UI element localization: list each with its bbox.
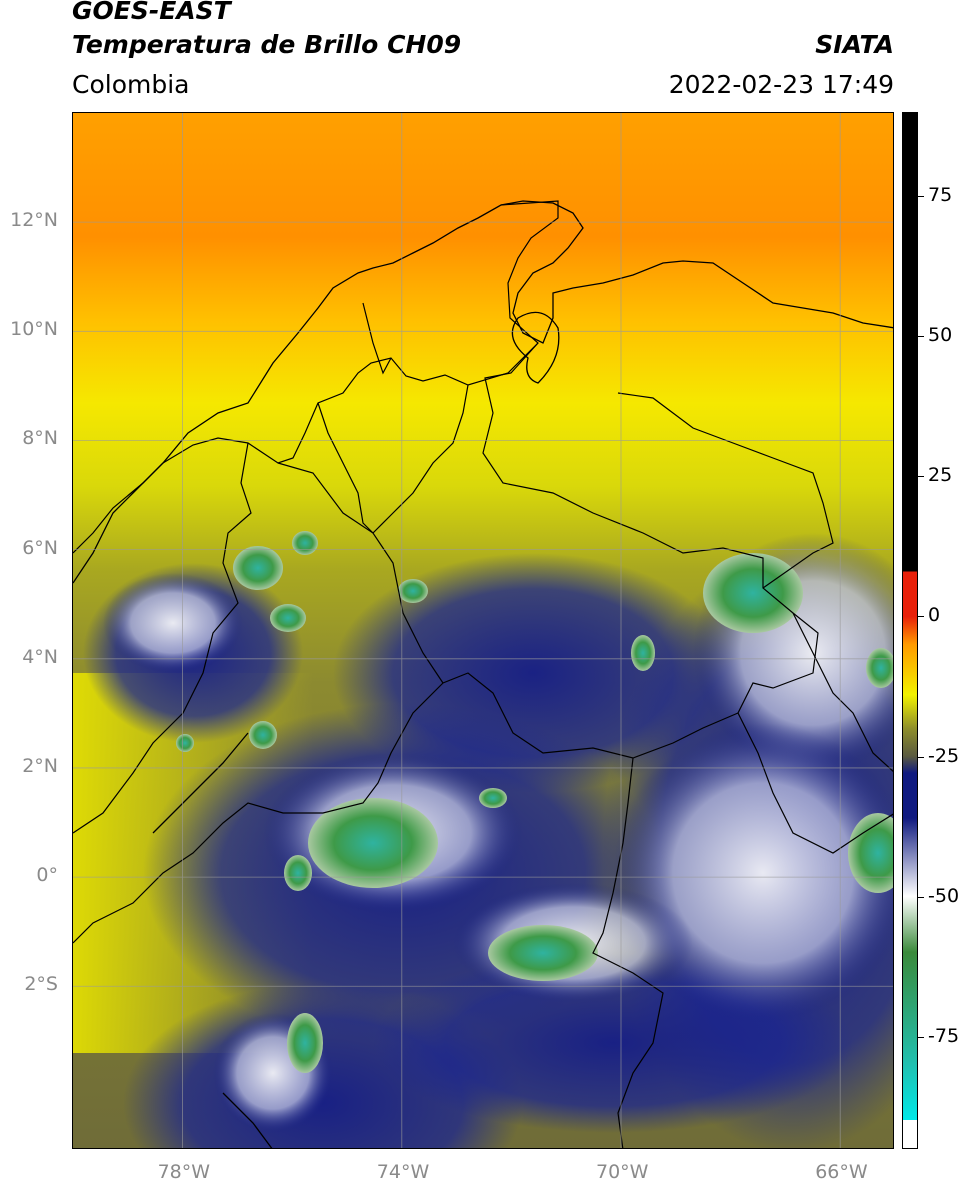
colorbar-tick [918,616,924,618]
colorbar-tick [918,196,924,198]
colorbar-tick-label: -75 [928,1024,960,1047]
region-label: Colombia [72,70,190,99]
colorbar-tick-label: 0 [928,604,941,627]
lat-tick-label: 8°N [22,427,58,450]
lon-tick-label: 70°W [596,1161,649,1183]
colorbar [902,112,918,1149]
lon-tick-label: 66°W [815,1161,868,1183]
lat-tick-label: 2°N [22,754,58,777]
lat-tick-label: 10°N [10,318,58,341]
colorbar-tick [918,336,924,338]
lat-tick-label: 6°N [22,536,58,559]
lon-tick-label: 74°W [376,1161,430,1183]
product-title: Temperatura de Brillo CH09 [72,30,462,59]
datetime-label: 2022-02-23 17:49 [668,70,894,99]
lat-tick-label: 4°N [22,645,58,668]
cold-cloud-layer [83,533,893,1148]
coastline [73,200,893,1148]
satellite-title: GOES-EAST [72,0,231,25]
lat-tick-label: 2°S [24,973,58,996]
agency-label: SIATA [815,30,894,59]
colorbar-tick-label: 25 [928,464,953,487]
colorbar-tick [918,756,924,758]
colorbar-tick-label: 50 [928,324,953,347]
colorbar-tick-label: -25 [928,744,960,767]
coldest-cloud-tops [176,531,893,1073]
lon-tick-label: 78°W [157,1161,211,1183]
colorbar-tick-label: -50 [928,884,960,907]
brightness-temperature-map [72,112,894,1149]
colorbar-tick-label: 75 [928,184,953,207]
colorbar-tick [918,476,924,478]
gridlines [73,113,893,1148]
map-canvas [73,113,893,1148]
colorbar-tick [918,1036,924,1038]
colorbar-tick [918,896,924,898]
lat-tick-label: 12°N [10,209,58,232]
lat-tick-label: 0° [36,864,58,887]
